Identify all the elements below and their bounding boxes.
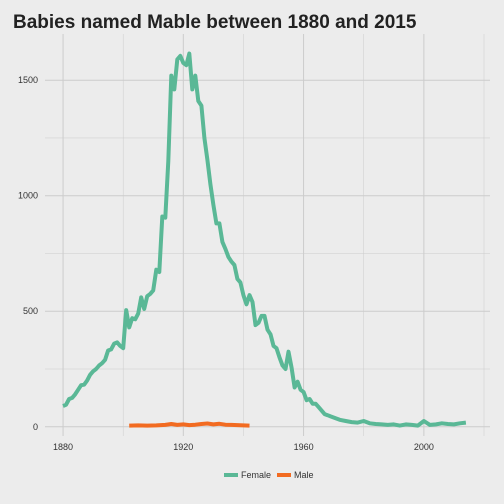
y-tick-label: 1000 (18, 191, 38, 201)
y-tick-label: 500 (23, 306, 38, 316)
legend-label-male: Male (294, 470, 314, 480)
y-axis-ticks: 0 500 1000 1500 (18, 75, 38, 432)
series-line-male (129, 421, 250, 428)
grid (45, 34, 490, 436)
x-tick-label: 2000 (414, 442, 434, 452)
legend-label-female: Female (241, 470, 271, 480)
x-tick-label: 1960 (294, 442, 314, 452)
series-lines (62, 51, 467, 428)
x-tick-label: 1880 (53, 442, 73, 452)
y-tick-label: 1500 (18, 75, 38, 85)
y-tick-label: 0 (33, 422, 38, 432)
x-axis-ticks: 1880 1920 1960 2000 (53, 442, 434, 452)
x-tick-label: 1920 (173, 442, 193, 452)
legend: Female Male (224, 470, 314, 480)
series-line-female (62, 51, 467, 428)
chart-title: Babies named Mable between 1880 and 2015 (13, 12, 417, 33)
